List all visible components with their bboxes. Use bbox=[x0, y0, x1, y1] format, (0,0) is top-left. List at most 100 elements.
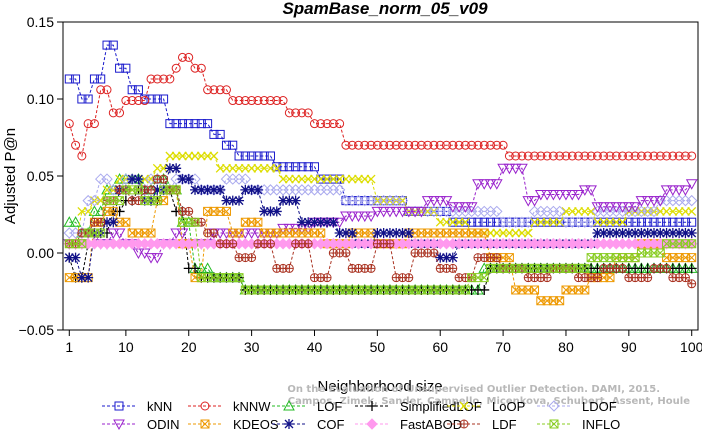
data-point-ldof bbox=[648, 205, 660, 218]
data-point-kdeos bbox=[479, 228, 489, 238]
data-point-loop bbox=[548, 217, 558, 227]
legend-item-cof: COF bbox=[272, 417, 345, 432]
data-point-loop bbox=[366, 174, 376, 184]
data-point-cof bbox=[592, 227, 603, 238]
data-point-ldf bbox=[209, 228, 219, 238]
data-point-loop bbox=[240, 163, 250, 173]
data-point-odin bbox=[409, 206, 421, 218]
data-point-inflo bbox=[77, 239, 87, 249]
data-point-cof bbox=[648, 227, 659, 238]
data-point-loop bbox=[567, 206, 577, 216]
data-point-knnw bbox=[309, 119, 319, 129]
data-point-knnw bbox=[687, 151, 697, 161]
legend-label: COF bbox=[317, 417, 345, 432]
data-point-loop bbox=[599, 217, 609, 227]
data-point-knnw bbox=[353, 140, 363, 150]
data-point-loop bbox=[592, 217, 602, 227]
data-point-knnw bbox=[492, 140, 502, 150]
data-point-knnw bbox=[398, 140, 408, 150]
data-point-knn bbox=[190, 119, 200, 129]
data-point-ldf bbox=[492, 253, 502, 263]
data-point-loop bbox=[668, 206, 678, 216]
data-point-knnw bbox=[291, 108, 301, 118]
data-point-loop bbox=[171, 151, 181, 161]
data-point-knn bbox=[234, 151, 244, 161]
data-point-lof bbox=[101, 183, 113, 195]
data-point-cof bbox=[196, 184, 207, 195]
data-point-knn bbox=[108, 40, 118, 50]
data-point-cof bbox=[234, 195, 245, 206]
data-point-cof bbox=[296, 217, 307, 228]
data-point-cof bbox=[265, 206, 276, 217]
data-point-loop bbox=[278, 174, 288, 184]
data-point-kdeos bbox=[530, 285, 540, 295]
data-point-loop bbox=[272, 163, 282, 173]
legend-label: kNNW bbox=[233, 399, 271, 414]
legend-item-knn: kNN bbox=[102, 399, 172, 414]
series-line-ldof bbox=[69, 178, 692, 234]
data-point-loop bbox=[316, 174, 326, 184]
plot-area bbox=[63, 40, 698, 306]
data-point-inflo bbox=[96, 228, 106, 238]
data-point-cof bbox=[611, 227, 622, 238]
data-point-knnw bbox=[121, 96, 131, 106]
data-point-inflo bbox=[133, 185, 143, 195]
data-point-loop bbox=[498, 228, 508, 238]
data-point-odin bbox=[390, 206, 403, 218]
data-point-knnw bbox=[454, 140, 464, 150]
data-point-odin bbox=[667, 185, 679, 196]
data-point-loop bbox=[687, 206, 697, 216]
data-point-knnw bbox=[152, 74, 162, 84]
legend-item-kdeos: KDEOS bbox=[188, 417, 279, 432]
data-point-odin bbox=[145, 253, 157, 264]
data-point-knnw bbox=[272, 96, 282, 106]
data-point-knnw bbox=[284, 108, 294, 118]
x-tick-label: 30 bbox=[244, 339, 260, 355]
y-tick-label: 0.00 bbox=[27, 245, 54, 261]
data-point-knn bbox=[171, 119, 181, 129]
data-point-loop bbox=[77, 206, 87, 216]
data-point-kdeos bbox=[121, 217, 131, 227]
data-point-inflo bbox=[655, 248, 665, 258]
series-line-knnw bbox=[68, 56, 692, 158]
data-point-inflo bbox=[580, 263, 590, 273]
data-point-knnw bbox=[655, 151, 665, 161]
data-point-cof bbox=[435, 252, 446, 263]
data-point-cof bbox=[215, 184, 226, 195]
data-point-cof bbox=[202, 184, 213, 195]
data-point-loop bbox=[530, 217, 539, 227]
data-point-odin bbox=[516, 163, 528, 175]
data-point-kdeos bbox=[253, 217, 263, 227]
data-point-knnw bbox=[643, 151, 653, 161]
data-point-ldf bbox=[680, 273, 690, 283]
data-point-cof bbox=[246, 184, 257, 195]
data-point-knnw bbox=[448, 140, 458, 150]
data-point-ldf bbox=[265, 239, 275, 249]
data-point-cof bbox=[284, 195, 295, 206]
data-point-knnw bbox=[221, 85, 231, 95]
data-point-cof bbox=[642, 227, 653, 238]
data-point-knnw bbox=[146, 74, 156, 84]
data-point-knn bbox=[89, 74, 99, 84]
data-point-ldf bbox=[228, 239, 238, 249]
legend-label: LOF bbox=[317, 399, 342, 414]
x-tick-label: 40 bbox=[307, 339, 323, 355]
data-point-knnw bbox=[379, 140, 389, 150]
data-point-odin bbox=[151, 253, 164, 264]
data-point-cof bbox=[340, 227, 351, 238]
data-point-ldf bbox=[184, 206, 194, 216]
data-point-cof bbox=[686, 227, 697, 238]
data-point-cof bbox=[152, 184, 163, 195]
data-point-knn bbox=[159, 94, 169, 104]
data-point-knnw bbox=[586, 151, 596, 161]
x-tick-label: 100 bbox=[680, 339, 702, 355]
data-point-cof bbox=[378, 227, 389, 238]
data-point-odin bbox=[176, 228, 189, 240]
data-point-odin bbox=[402, 206, 415, 218]
data-point-knn bbox=[96, 74, 106, 84]
data-point-ldf bbox=[159, 174, 169, 184]
data-point-knn bbox=[102, 40, 112, 50]
data-point-kdeos bbox=[504, 253, 514, 263]
data-point-odin bbox=[453, 202, 465, 213]
legend-item-ldf: LDF bbox=[447, 417, 517, 432]
